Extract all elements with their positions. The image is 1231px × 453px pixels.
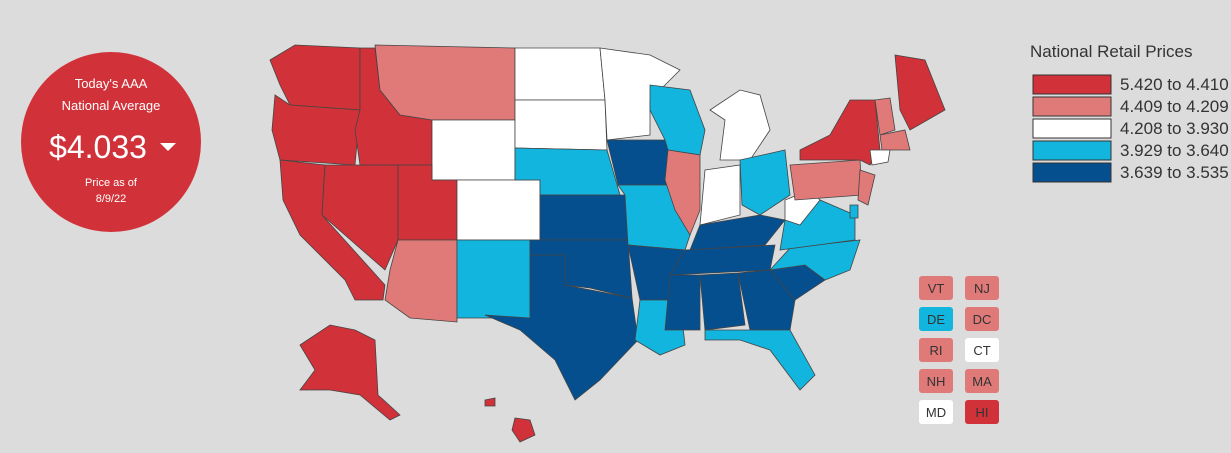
us-map xyxy=(269,44,946,443)
state-box xyxy=(965,369,999,393)
badge-date: 8/9/22 xyxy=(96,193,127,205)
legend-label: 3.639 to 3.535 xyxy=(1120,163,1229,182)
state-box xyxy=(965,276,999,300)
badge-date-label: Price as of xyxy=(85,177,138,189)
state-box xyxy=(965,307,999,331)
state-label: NJ xyxy=(974,281,990,296)
legend-label: 4.409 to 4.209 xyxy=(1120,97,1229,116)
state-label: DE xyxy=(927,312,945,327)
badge-circle xyxy=(21,52,201,232)
small-states: VT NJ DE DC RI CT NH MA MD HI xyxy=(919,276,999,424)
legend: 5.420 to 4.410 4.409 to 4.209 4.208 to 3.9… xyxy=(1032,74,1229,183)
state-box xyxy=(919,338,953,362)
legend-swatch xyxy=(1032,96,1112,117)
state-label: HI xyxy=(976,405,989,420)
down-arrow xyxy=(160,143,176,151)
legend-swatch xyxy=(1032,74,1112,95)
state-box xyxy=(919,400,953,424)
badge-price: $4.033 xyxy=(49,129,147,165)
legend-swatch xyxy=(1032,162,1112,183)
legend-label: 3.929 to 3.640 xyxy=(1120,141,1229,160)
legend-swatch xyxy=(1032,118,1112,139)
state-box xyxy=(965,400,999,424)
state-box xyxy=(919,307,953,331)
legend-swatch xyxy=(1032,140,1112,161)
state-label: RI xyxy=(930,343,943,358)
legend-label: 5.420 to 4.410 xyxy=(1120,75,1229,94)
legend-title: National Retail Prices xyxy=(1030,42,1193,61)
state-box xyxy=(919,276,953,300)
badge: Today's AAA National Average $4.033 Pric… xyxy=(21,52,201,232)
badge-line: Today's AAA xyxy=(75,76,148,91)
state-box xyxy=(919,369,953,393)
legend-label: 4.208 to 3.930 xyxy=(1120,119,1229,138)
state-label: NH xyxy=(927,374,946,389)
state-box xyxy=(965,338,999,362)
state-label: MA xyxy=(972,374,992,389)
state-label: CT xyxy=(973,343,990,358)
state-label: MD xyxy=(926,405,946,420)
state-label: VT xyxy=(928,281,945,296)
badge-line: National Average xyxy=(62,98,161,113)
state-label: DC xyxy=(973,312,992,327)
